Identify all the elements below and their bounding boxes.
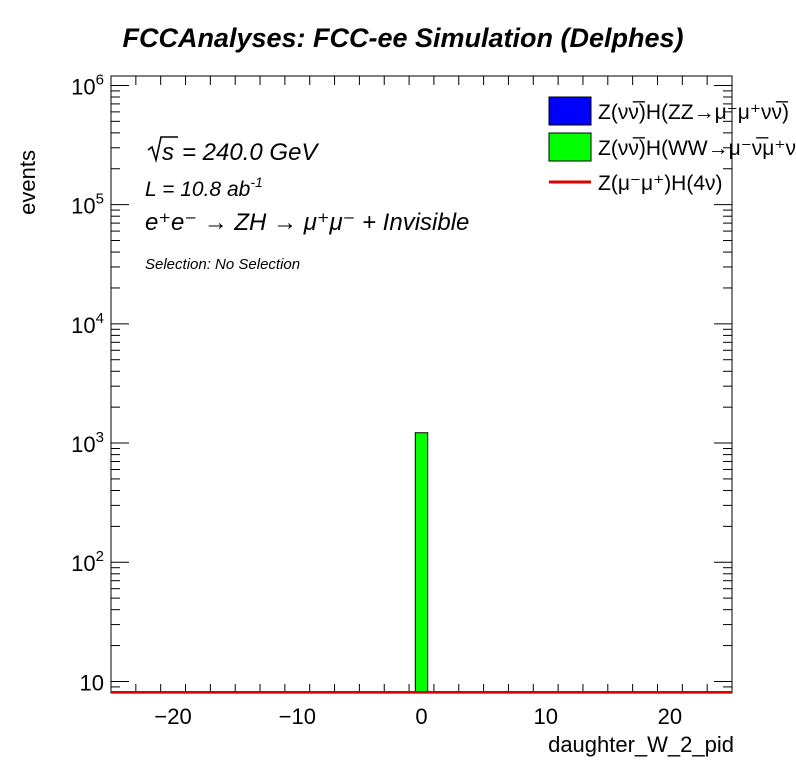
- y-axis-title: events: [15, 150, 40, 215]
- x-tick-label: −10: [279, 704, 316, 729]
- tick-labels: −20 −10 0 10 20 10 102 103 104 105 106: [71, 71, 682, 729]
- x-tick-label: 20: [658, 704, 682, 729]
- lumi-prefix: L = 10.8 ab: [145, 178, 251, 201]
- bar-1-0: [414, 432, 429, 694]
- x-tick-label: 10: [533, 704, 557, 729]
- sqrt-s-letter: s: [162, 139, 174, 166]
- selection-label: Selection: No Selection: [145, 256, 300, 273]
- x-tick-label: −20: [154, 704, 191, 729]
- luminosity-label: L = 10.8 ab-1: [145, 174, 263, 201]
- legend-swatch-ww: [548, 132, 592, 162]
- y-tick-label: 102: [71, 548, 104, 576]
- y-tick-label: 105: [71, 191, 104, 219]
- y-tick-label: 10: [80, 670, 104, 695]
- annotations: s = 240.0 GeV L = 10.8 ab-1 e⁺e⁻ → ZH → …: [145, 136, 469, 273]
- legend-label-4nu: Z(μ⁻μ⁺)H(4ν): [598, 172, 723, 195]
- process-label: e⁺e⁻ → ZH → μ⁺μ⁻ + Invisible: [145, 209, 469, 236]
- axis-ticks: [110, 76, 733, 694]
- y-tick-label: 104: [71, 310, 104, 338]
- lumi-exponent: -1: [250, 174, 262, 190]
- y-tick-label: 106: [71, 71, 104, 99]
- legend: Z(νν̅)H(ZZ→μ⁻μ⁺νν̅) Z(νν̅)H(WW→μ⁻ν̅μ⁺ν) …: [548, 96, 796, 195]
- legend-swatch-zz: [548, 96, 592, 126]
- y-tick-label: 103: [71, 429, 104, 457]
- chart-title: FCCAnalyses: FCC-ee Simulation (Delphes): [122, 23, 683, 53]
- legend-label-ww: Z(νν̅)H(WW→μ⁻ν̅μ⁺ν): [598, 137, 796, 160]
- x-tick-label: 0: [415, 704, 427, 729]
- bars: [414, 432, 429, 694]
- sqrt-s-value: = 240.0 GeV: [182, 139, 319, 166]
- legend-label-zz: Z(νν̅)H(ZZ→μ⁻μ⁺νν̅): [598, 101, 789, 124]
- x-axis-title: daughter_W_2_pid: [548, 732, 734, 757]
- sqrt-symbol: [147, 136, 178, 164]
